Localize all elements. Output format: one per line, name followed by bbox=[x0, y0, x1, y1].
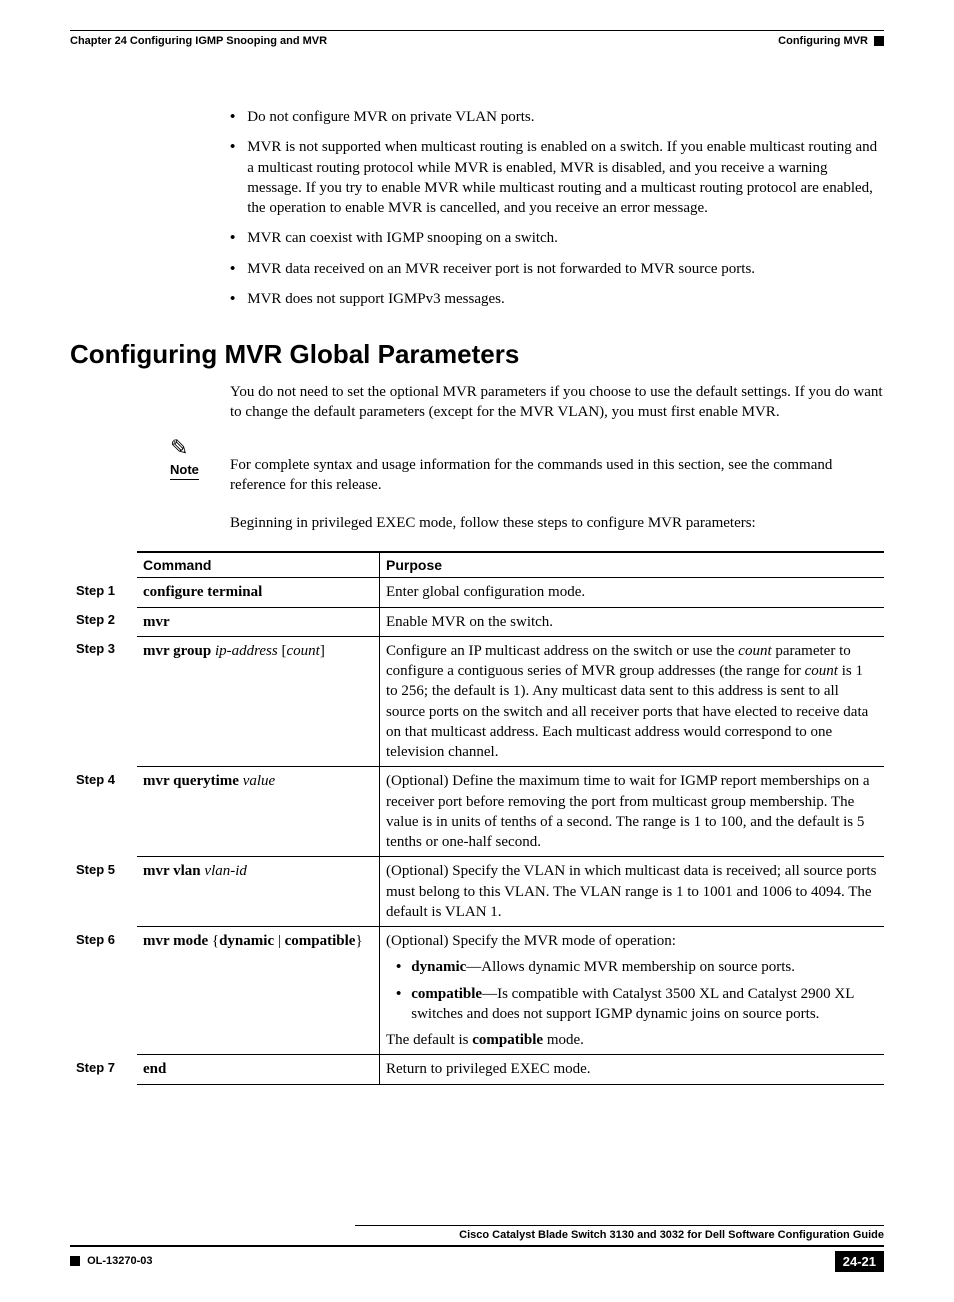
page-footer: Cisco Catalyst Blade Switch 3130 and 303… bbox=[70, 1225, 884, 1272]
command-cell: mvr group ip-address [count] bbox=[137, 636, 380, 767]
purpose-cell: (Optional) Specify the VLAN in which mul… bbox=[380, 857, 885, 927]
bullet-dot-icon: • bbox=[230, 137, 235, 218]
header-chapter: Chapter 24 Configuring IGMP Snooping and… bbox=[70, 35, 327, 47]
note-body: For complete syntax and usage informatio… bbox=[230, 437, 884, 496]
footer-doc-id: OL-13270-03 bbox=[87, 1255, 152, 1267]
purpose-cell: Configure an IP multicast address on the… bbox=[380, 636, 885, 767]
note-label: Note bbox=[170, 461, 199, 481]
bullet-item: • MVR does not support IGMPv3 messages. bbox=[230, 289, 884, 309]
step-label: Step 6 bbox=[70, 927, 137, 1055]
command-table: Command Purpose Step 1configure terminal… bbox=[70, 551, 884, 1084]
lead-in-paragraph: Beginning in privileged EXEC mode, follo… bbox=[230, 513, 884, 533]
command-cell: end bbox=[137, 1055, 380, 1084]
header-marker-icon bbox=[874, 36, 884, 46]
purpose-cell: Enter global configuration mode. bbox=[380, 578, 885, 607]
table-row: Step 7endReturn to privileged EXEC mode. bbox=[70, 1055, 884, 1084]
bullet-text: MVR does not support IGMPv3 messages. bbox=[247, 289, 884, 309]
bullet-item: • MVR can coexist with IGMP snooping on a… bbox=[230, 228, 884, 248]
step-label: Step 2 bbox=[70, 607, 137, 636]
bullet-dot-icon: • bbox=[230, 259, 235, 279]
table-row: Step 4mvr querytime value(Optional) Defi… bbox=[70, 767, 884, 857]
table-row: Step 3mvr group ip-address [count]Config… bbox=[70, 636, 884, 767]
bullet-dot-icon: • bbox=[230, 107, 235, 127]
note-block: ✎ Note For complete syntax and usage inf… bbox=[170, 437, 884, 496]
step-label: Step 3 bbox=[70, 636, 137, 767]
table-row: Step 6mvr mode {dynamic | compatible}(Op… bbox=[70, 927, 884, 1055]
step-label: Step 1 bbox=[70, 578, 137, 607]
command-cell: mvr querytime value bbox=[137, 767, 380, 857]
table-header-purpose: Purpose bbox=[380, 552, 885, 578]
command-cell: mvr bbox=[137, 607, 380, 636]
purpose-cell: Return to privileged EXEC mode. bbox=[380, 1055, 885, 1084]
purpose-cell: Enable MVR on the switch. bbox=[380, 607, 885, 636]
purpose-cell: (Optional) Specify the MVR mode of opera… bbox=[380, 927, 885, 1055]
table-row: Step 2mvrEnable MVR on the switch. bbox=[70, 607, 884, 636]
table-row: Step 5mvr vlan vlan-id(Optional) Specify… bbox=[70, 857, 884, 927]
bullet-text: MVR data received on an MVR receiver por… bbox=[247, 259, 884, 279]
table-header-command: Command bbox=[137, 552, 380, 578]
header-section: Configuring MVR bbox=[778, 35, 868, 47]
step-label: Step 7 bbox=[70, 1055, 137, 1084]
step-label: Step 4 bbox=[70, 767, 137, 857]
bullet-item: • MVR data received on an MVR receiver po… bbox=[230, 259, 884, 279]
page-number: 24-21 bbox=[835, 1251, 884, 1272]
bullet-list: • Do not configure MVR on private VLAN po… bbox=[230, 107, 884, 309]
page-header: Chapter 24 Configuring IGMP Snooping and… bbox=[70, 35, 884, 47]
bullet-item: •MVR is not supported when multicast rou… bbox=[230, 137, 884, 218]
footer-marker-icon bbox=[70, 1256, 80, 1266]
step-label: Step 5 bbox=[70, 857, 137, 927]
intro-paragraph: You do not need to set the optional MVR … bbox=[230, 382, 884, 423]
table-header-blank bbox=[70, 552, 137, 578]
bullet-dot-icon: • bbox=[230, 289, 235, 309]
bullet-dot-icon: • bbox=[230, 228, 235, 248]
table-row: Step 1configure terminalEnter global con… bbox=[70, 578, 884, 607]
bullet-text: Do not configure MVR on private VLAN por… bbox=[247, 107, 884, 127]
bullet-text: MVR can coexist with IGMP snooping on a … bbox=[247, 228, 884, 248]
command-cell: mvr mode {dynamic | compatible} bbox=[137, 927, 380, 1055]
note-icon: ✎ bbox=[170, 437, 230, 459]
section-heading: Configuring MVR Global Parameters bbox=[70, 339, 884, 370]
bullet-text: MVR is not supported when multicast rout… bbox=[247, 137, 884, 218]
command-cell: configure terminal bbox=[137, 578, 380, 607]
command-cell: mvr vlan vlan-id bbox=[137, 857, 380, 927]
purpose-cell: (Optional) Define the maximum time to wa… bbox=[380, 767, 885, 857]
bullet-item: • Do not configure MVR on private VLAN po… bbox=[230, 107, 884, 127]
